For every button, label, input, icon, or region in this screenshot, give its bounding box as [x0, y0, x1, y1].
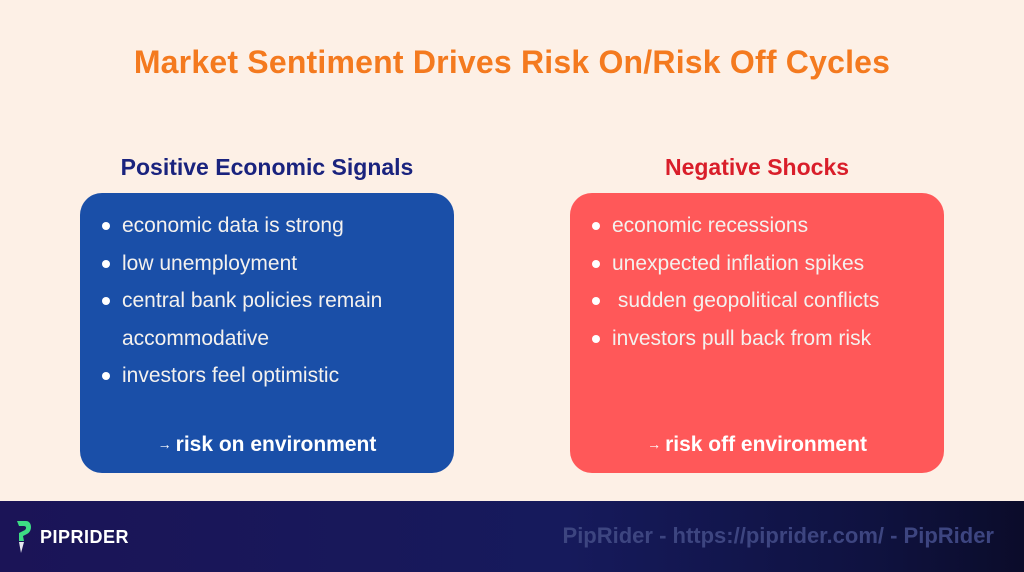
piprider-logo[interactable]: PIPRIDER	[14, 519, 129, 555]
watermark-text: PipRider - https://piprider.com/ - PipRi…	[562, 523, 994, 548]
risk-on-result: → risk on environment	[157, 433, 377, 456]
arrow-right-icon: →	[647, 436, 662, 452]
list-item: economic recessions	[590, 207, 944, 245]
list-item: investors feel optimistic	[100, 357, 454, 395]
negative-shocks-list: economic recessions unexpected inflation…	[590, 207, 944, 357]
bullet-icon	[102, 372, 110, 380]
page-title: Market Sentiment Drives Risk On/Risk Off…	[133, 44, 891, 80]
list-item: low unemployment	[100, 245, 454, 283]
negative-shocks-box: economic recessions unexpected inflation…	[570, 193, 944, 473]
list-item: economic data is strong	[100, 207, 454, 245]
negative-shocks-heading: Negative Shocks	[664, 154, 850, 180]
logo-text: PIPRIDER	[40, 526, 130, 547]
list-item: central bank policies remain accommodati…	[100, 282, 454, 357]
bullet-icon	[102, 297, 110, 305]
arrow-right-icon: →	[157, 436, 172, 452]
risk-off-result: → risk off environment	[647, 433, 867, 456]
footer-bar: PIPRIDER PipRider - https://piprider.com…	[0, 501, 1024, 572]
bullet-icon	[592, 297, 600, 305]
bullet-icon	[592, 222, 600, 230]
bullet-icon	[102, 222, 110, 230]
list-item: sudden geopolitical conflicts	[590, 282, 944, 320]
positive-signals-heading: Positive Economic Signals	[120, 154, 414, 180]
positive-signals-list: economic data is strong low unemployment…	[100, 207, 454, 395]
bullet-icon	[592, 334, 600, 343]
bullet-icon	[592, 259, 600, 268]
list-item: investors pull back from risk	[590, 320, 944, 358]
piprider-logo-icon	[17, 521, 32, 553]
bullet-icon	[102, 259, 110, 268]
list-item: unexpected inflation spikes	[590, 245, 944, 283]
positive-signals-box: economic data is strong low unemployment…	[80, 193, 454, 473]
